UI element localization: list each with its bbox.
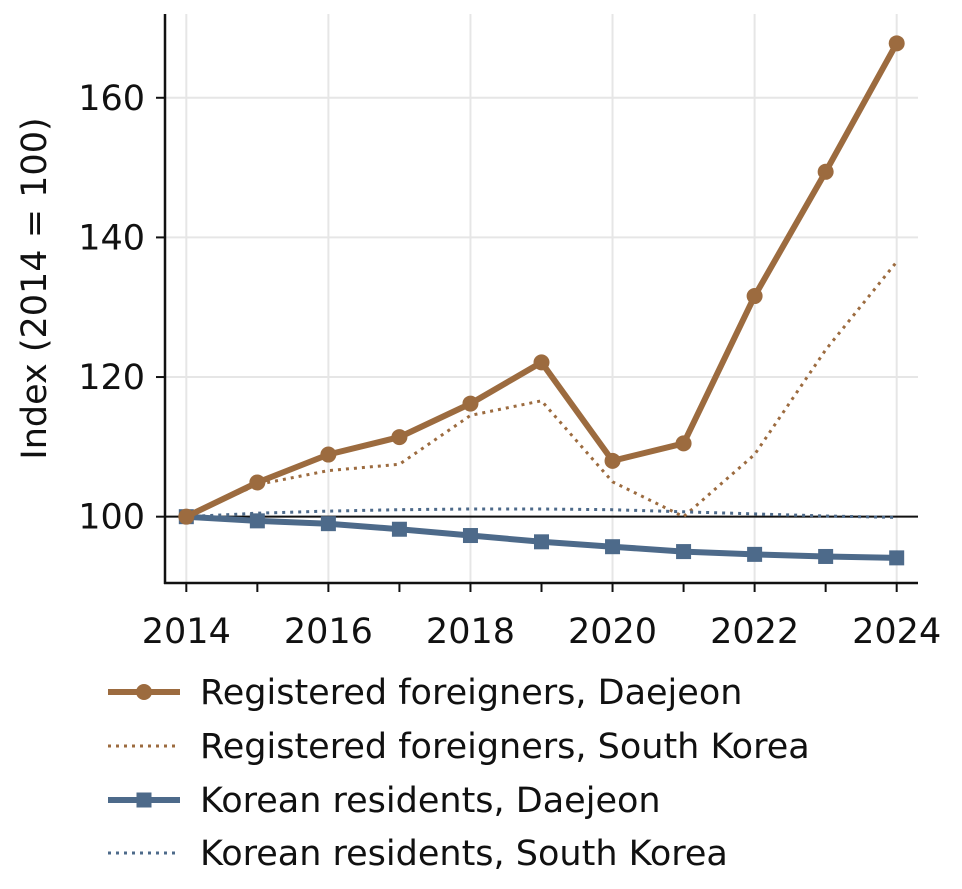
axes: 100 120 140 160 2014 2016 2018 2020 2022 2024 xyxy=(78,14,941,652)
x-tick-label: 2024 xyxy=(852,612,941,652)
data-point xyxy=(888,35,905,52)
series-group xyxy=(178,35,905,566)
data-point xyxy=(747,546,763,562)
y-tick-label: 120 xyxy=(78,358,145,398)
data-point xyxy=(605,539,621,555)
data-point xyxy=(249,474,266,491)
data-point xyxy=(533,354,550,371)
series-line-1 xyxy=(184,41,900,520)
data-point xyxy=(604,452,621,469)
x-tick-label: 2016 xyxy=(284,612,373,652)
legend: Registered foreigners, Daejeon Registered… xyxy=(108,673,810,874)
x-tick-label: 2022 xyxy=(710,612,799,652)
y-tick-label: 100 xyxy=(78,498,145,538)
data-point xyxy=(178,508,195,525)
y-tick-label: 160 xyxy=(78,79,145,119)
y-axis-title: Index (2014 = 100) xyxy=(15,117,55,459)
series-line-4 xyxy=(186,507,897,519)
data-point xyxy=(391,429,408,446)
data-point xyxy=(391,521,407,537)
x-tick-label: 2018 xyxy=(426,612,515,652)
x-tick-label: 2014 xyxy=(142,612,231,652)
data-point xyxy=(675,435,692,452)
data-point xyxy=(746,288,763,305)
y-tick-label: 140 xyxy=(78,218,145,258)
series-line-2 xyxy=(185,260,898,519)
data-point xyxy=(889,550,905,566)
legend-marker xyxy=(136,792,152,808)
legend-label: Korean residents, Daejeon xyxy=(200,781,661,821)
data-point xyxy=(462,528,478,544)
data-point xyxy=(320,446,337,463)
data-point xyxy=(249,513,265,529)
gridlines xyxy=(165,14,918,583)
legend-label: Registered foreigners, South Korea xyxy=(200,727,810,767)
legend-label: Korean residents, South Korea xyxy=(200,834,728,874)
x-tick-label: 2020 xyxy=(568,612,657,652)
data-point xyxy=(676,544,692,560)
data-point xyxy=(818,548,834,564)
data-point xyxy=(462,395,479,412)
legend-label: Registered foreigners, Daejeon xyxy=(200,673,742,713)
data-point xyxy=(320,516,336,532)
legend-marker xyxy=(136,684,152,700)
data-point xyxy=(817,163,834,180)
data-point xyxy=(534,534,549,550)
